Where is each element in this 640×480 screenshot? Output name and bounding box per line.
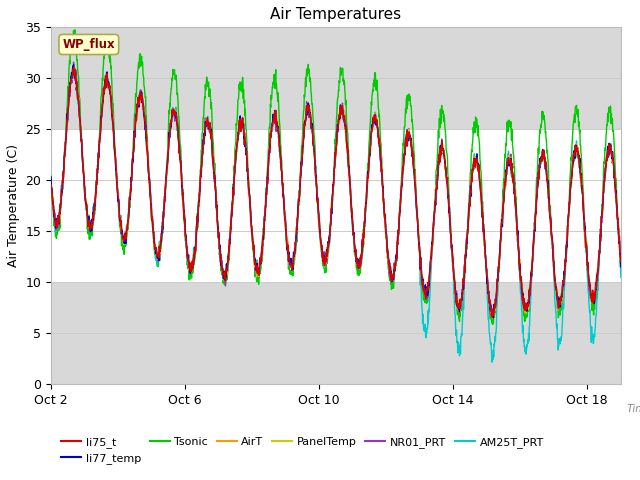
AirT	[488, 314, 496, 320]
li75_t	[47, 182, 55, 188]
NR01_PRT	[313, 195, 321, 201]
AM25T_PRT	[313, 193, 321, 199]
Tsonic	[489, 322, 497, 327]
li77_temp	[313, 196, 321, 202]
AM25T_PRT	[370, 122, 378, 128]
li75_t	[488, 314, 496, 320]
PanelTemp	[313, 192, 321, 198]
Tsonic	[152, 254, 160, 260]
PanelTemp	[617, 261, 625, 266]
li75_t	[370, 119, 378, 125]
Y-axis label: Air Temperature (C): Air Temperature (C)	[7, 144, 20, 267]
li75_t	[345, 164, 353, 169]
NR01_PRT	[47, 180, 55, 186]
li77_temp	[47, 174, 55, 180]
NR01_PRT	[345, 163, 353, 168]
AM25T_PRT	[152, 250, 160, 256]
li75_t	[152, 246, 160, 252]
li75_t	[504, 159, 511, 165]
li77_temp	[143, 132, 150, 138]
li77_temp	[504, 160, 511, 166]
AM25T_PRT	[71, 65, 79, 71]
li77_temp	[70, 62, 77, 68]
NR01_PRT	[370, 117, 378, 122]
Tsonic	[370, 83, 378, 88]
NR01_PRT	[143, 135, 150, 141]
NR01_PRT	[504, 160, 511, 166]
Title: Air Temperatures: Air Temperatures	[270, 7, 401, 22]
AirT	[152, 248, 160, 254]
AirT	[47, 181, 55, 187]
Tsonic	[47, 178, 55, 184]
Tsonic	[504, 123, 511, 129]
PanelTemp	[152, 252, 160, 258]
AM25T_PRT	[345, 163, 353, 169]
AirT	[313, 193, 321, 199]
AirT	[345, 167, 353, 172]
AirT	[69, 63, 77, 69]
Line: li77_temp: li77_temp	[51, 65, 621, 318]
AirT	[617, 258, 625, 264]
Bar	[51, 27, 621, 129]
li75_t	[313, 191, 321, 196]
PanelTemp	[504, 161, 511, 167]
NR01_PRT	[617, 260, 625, 265]
Line: NR01_PRT: NR01_PRT	[51, 62, 621, 315]
Line: PanelTemp: PanelTemp	[51, 65, 621, 318]
li75_t	[617, 259, 625, 264]
NR01_PRT	[152, 248, 160, 254]
Tsonic	[617, 266, 625, 272]
li75_t	[70, 65, 77, 71]
AirT	[370, 118, 378, 123]
NR01_PRT	[489, 312, 497, 318]
AirT	[143, 131, 150, 136]
Line: AM25T_PRT: AM25T_PRT	[51, 68, 621, 362]
Text: WP_flux: WP_flux	[63, 38, 115, 51]
Bar	[51, 282, 621, 384]
Tsonic	[143, 113, 150, 119]
PanelTemp	[47, 180, 55, 186]
Tsonic	[71, 27, 79, 33]
AM25T_PRT	[143, 130, 150, 135]
Line: li75_t: li75_t	[51, 68, 621, 317]
AM25T_PRT	[617, 275, 625, 280]
PanelTemp	[345, 167, 353, 172]
AM25T_PRT	[488, 360, 496, 365]
li75_t	[143, 131, 150, 137]
PanelTemp	[69, 62, 77, 68]
Legend: li75_t, li77_temp, Tsonic, AirT, PanelTemp, NR01_PRT, AM25T_PRT: li75_t, li77_temp, Tsonic, AirT, PanelTe…	[57, 432, 548, 468]
li77_temp	[490, 315, 497, 321]
li77_temp	[345, 164, 353, 170]
AM25T_PRT	[504, 158, 511, 164]
NR01_PRT	[70, 59, 77, 65]
AM25T_PRT	[47, 173, 55, 179]
Tsonic	[313, 190, 321, 195]
Line: AirT: AirT	[51, 66, 621, 317]
Tsonic	[345, 150, 353, 156]
PanelTemp	[488, 315, 496, 321]
li77_temp	[152, 245, 160, 251]
li77_temp	[370, 119, 378, 125]
PanelTemp	[370, 115, 378, 120]
Line: Tsonic: Tsonic	[51, 30, 621, 324]
li77_temp	[617, 264, 625, 270]
PanelTemp	[143, 132, 150, 138]
AirT	[504, 161, 511, 167]
Text: Time: Time	[627, 404, 640, 414]
